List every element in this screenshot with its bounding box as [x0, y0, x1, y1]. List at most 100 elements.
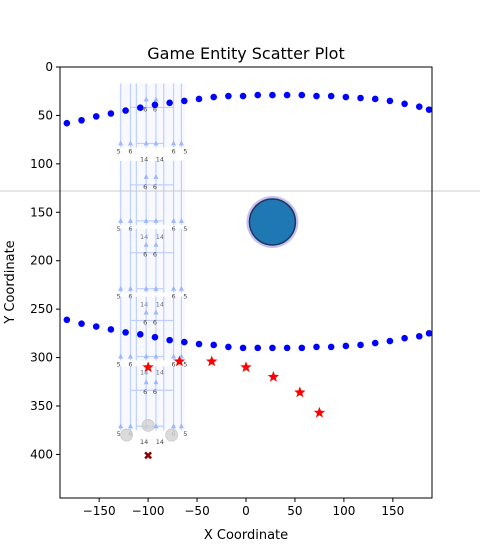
point-s0-12 [239, 92, 247, 100]
grid-overlay-arrow [127, 353, 133, 359]
point-s1-11 [225, 343, 232, 351]
point-s0-19 [342, 93, 350, 101]
grid-overlay-arrow [143, 217, 149, 223]
point-s1-1 [78, 320, 85, 327]
point-s0-24 [415, 103, 423, 111]
point-s0-2 [92, 113, 100, 120]
grid-overlay-label: 6 [171, 147, 175, 155]
grid-overlay-arrow [153, 173, 159, 179]
x-tick-label: −150 [83, 504, 116, 518]
point-s1-22 [386, 337, 394, 345]
point-s0-3 [107, 110, 115, 117]
point-s0-11 [225, 92, 232, 100]
y-tick-label: 50 [38, 108, 53, 122]
grid-overlay-label: 5 [183, 293, 187, 301]
grid-overlay-label: 6 [171, 361, 175, 369]
grid-overlay-arrow [118, 285, 124, 291]
y-tick-label: 0 [45, 60, 53, 74]
point-s1-21 [371, 339, 379, 347]
grid-overlay-arrow [153, 217, 159, 223]
point-s0-15 [283, 91, 291, 99]
point-s0-20 [357, 94, 364, 102]
point-s1-12 [239, 344, 247, 352]
point-s0-25 [425, 106, 433, 113]
y-tick-label: 400 [30, 447, 53, 461]
point-s1-16 [298, 344, 306, 352]
grid-overlay-label: 14 [156, 369, 164, 377]
grid-overlay-arrow [127, 285, 133, 291]
point-s0-4 [122, 107, 129, 114]
point-s1-0 [63, 316, 71, 324]
grid-overlay-0: 5 6 6 514 146 6 [117, 83, 187, 163]
grid-overlay-fill [118, 296, 186, 361]
x-tick-label: −100 [132, 504, 165, 518]
grid-overlay-arrow [171, 353, 177, 359]
grid-overlay-layer: 5665141466566514146656651414665665141466… [0, 83, 480, 446]
grid-overlay-label: 6 [153, 388, 157, 396]
grid-overlay-arrow [153, 309, 159, 315]
point-s2-2 [206, 355, 218, 367]
point-s0-16 [298, 91, 306, 99]
point-s1-23 [401, 334, 408, 342]
grid-overlay-label: 14 [140, 369, 148, 377]
point-s1-14 [269, 344, 276, 352]
grid-overlay-label: 14 [140, 233, 148, 241]
point-s1-19 [342, 342, 350, 350]
grid-overlay-label: 14 [156, 233, 164, 241]
point-s0-9 [195, 95, 203, 103]
grid-overlay-label: 6 [128, 361, 132, 369]
y-tick-label: 250 [30, 302, 53, 316]
point-s1-2 [92, 323, 100, 330]
grid-overlay-arrow [143, 379, 149, 385]
point-s0-0 [63, 119, 71, 127]
axes-layer: −150 −100 −50 0 50 100 150 0 50 100 150 200 250 300 35… [30, 60, 433, 518]
grid-overlay-arrow [143, 285, 149, 291]
grid-overlay-arrow [153, 423, 159, 429]
grid-overlay-arrow [178, 353, 184, 359]
point-s0-1 [78, 116, 85, 124]
point-s1-13 [254, 344, 262, 352]
grid-overlay-arrow [178, 217, 184, 223]
x-tick-label: −50 [184, 504, 209, 518]
point-s1-15 [283, 344, 291, 352]
grid-overlay-arrow [171, 217, 177, 223]
grid-overlay-label: 5 [117, 430, 121, 438]
point-s1-18 [327, 343, 335, 351]
grid-overlay-label: 6 [128, 147, 132, 155]
y-tick-label: 350 [30, 399, 53, 413]
grid-overlay-label: 5 [117, 361, 121, 369]
point-s0-5 [136, 104, 144, 111]
point-s0-13 [254, 91, 262, 99]
point-s0-14 [269, 91, 276, 99]
grid-overlay-arrow [153, 285, 159, 291]
point-s5-0 [144, 451, 152, 460]
point-s0-7 [166, 99, 173, 107]
grid-overlay-arrow [127, 217, 133, 223]
point-s2-0 [142, 361, 154, 373]
grid-overlay-arrow [153, 241, 159, 247]
grid-overlay-label: 5 [183, 147, 187, 155]
grid-overlay-label: 14 [140, 301, 148, 309]
grid-overlay-arrow [153, 96, 159, 102]
y-tick-label: 200 [30, 254, 53, 268]
point-s0-6 [151, 101, 159, 109]
point-s2-6 [313, 406, 326, 418]
point-s0-23 [401, 100, 408, 108]
y-tick-label: 150 [30, 205, 53, 219]
point-s1-25 [425, 330, 433, 337]
point-s1-4 [122, 329, 129, 336]
grid-overlay-fill [118, 160, 186, 225]
grid-overlay-arrow [171, 285, 177, 291]
point-s0-10 [210, 93, 217, 101]
grid-overlay-arrow [143, 96, 149, 102]
grid-overlay-label: 14 [156, 155, 164, 163]
point-s1-20 [357, 341, 364, 349]
point-s2-5 [294, 386, 306, 398]
grid-overlay-3: 5 6 6 514 146 6 [117, 296, 187, 377]
point-s0-18 [327, 92, 335, 100]
x-axis-label: X Coordinate [204, 528, 288, 543]
grid-overlay-arrow [143, 309, 149, 315]
grid-overlay-label: 6 [143, 183, 147, 191]
point-s1-7 [166, 336, 173, 344]
